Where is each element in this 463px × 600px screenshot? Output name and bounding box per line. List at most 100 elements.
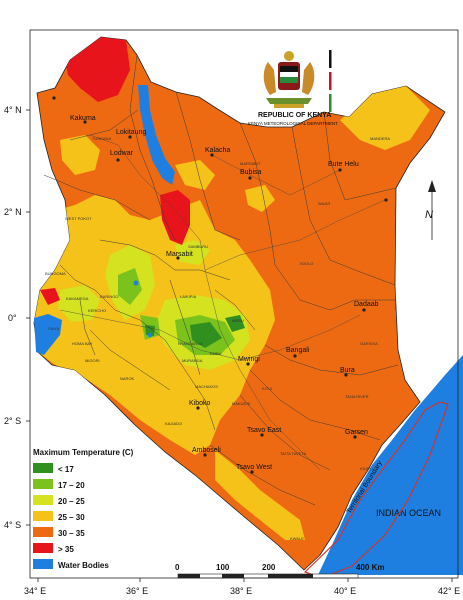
svg-text:GARISSA: GARISSA — [360, 341, 378, 346]
svg-text:Bangali: Bangali — [286, 347, 310, 354]
town-garsen[interactable]: Garsen — [345, 429, 368, 439]
svg-text:MARSABIT: MARSABIT — [240, 161, 261, 166]
town-kakuma[interactable]: Kakuma — [70, 115, 96, 124]
svg-text:2° S: 2° S — [4, 416, 21, 426]
svg-text:Bura: Bura — [340, 367, 355, 374]
town-bura[interactable]: Bura — [340, 367, 355, 377]
country-title: REPUBLIC OF KENYA — [258, 112, 331, 119]
towns: Lokitaung Kakuma Lodwar Kalacha Bubisa B… — [52, 96, 388, 474]
latitude-ticks — [26, 109, 30, 526]
svg-text:EMBU: EMBU — [210, 351, 222, 356]
svg-text:100: 100 — [216, 563, 230, 572]
svg-text:> 35: > 35 — [58, 545, 74, 554]
svg-text:KILIFI: KILIFI — [360, 466, 371, 471]
svg-text:200: 200 — [262, 563, 276, 572]
svg-text:Lokitaung: Lokitaung — [116, 129, 146, 136]
svg-text:ISIOLO: ISIOLO — [300, 261, 313, 266]
svg-text:0°: 0° — [8, 313, 17, 323]
svg-text:Kakuma: Kakuma — [70, 115, 96, 122]
svg-text:0: 0 — [175, 563, 180, 572]
svg-text:400 Km: 400 Km — [356, 563, 384, 572]
svg-text:Amboseli: Amboseli — [192, 447, 221, 454]
svg-text:MURANGA: MURANGA — [182, 358, 203, 363]
svg-text:20 – 25: 20 – 25 — [58, 497, 85, 506]
svg-text:< 17: < 17 — [58, 465, 74, 474]
town-dadaab[interactable]: Dadaab — [354, 301, 379, 312]
town-tsavo-east[interactable]: Tsavo East — [247, 427, 281, 437]
longitude-labels: 34° E 36° E 38° E 40° E 42° E — [24, 586, 460, 596]
ocean-label: INDIAN OCEAN — [376, 508, 441, 518]
svg-text:Lodwar: Lodwar — [110, 150, 134, 157]
svg-text:Tsavo East: Tsavo East — [247, 427, 281, 434]
town-bangali[interactable]: Bangali — [286, 347, 310, 358]
svg-text:42° E: 42° E — [438, 586, 460, 596]
latitude-labels: 4° N 2° N 0° 2° S 4° S — [4, 105, 22, 530]
svg-text:BUNGOMA: BUNGOMA — [45, 271, 66, 276]
svg-text:Mwingi: Mwingi — [238, 356, 260, 363]
town-marsabit[interactable]: Marsabit — [166, 251, 193, 260]
svg-text:17 – 20: 17 – 20 — [58, 481, 85, 490]
town-bute-helu[interactable]: Bute Helu — [328, 161, 359, 172]
svg-text:NAROK: NAROK — [120, 376, 135, 381]
svg-text:4° S: 4° S — [4, 520, 21, 530]
svg-text:KAKAMEGA: KAKAMEGA — [66, 296, 89, 301]
svg-text:Tsavo West: Tsavo West — [236, 464, 272, 471]
svg-text:36° E: 36° E — [126, 586, 148, 596]
town-dot-northwest — [52, 96, 56, 100]
roads — [59, 134, 386, 471]
svg-text:N: N — [425, 209, 433, 221]
svg-text:KWALE: KWALE — [290, 536, 304, 541]
legend-item-gt35: > 35 — [33, 543, 74, 554]
map-frame — [29, 29, 459, 579]
department-title: KENYA METEOROLOGICAL DEPARTMENT — [248, 121, 338, 126]
county-boundaries — [43, 54, 399, 506]
town-kiboko[interactable]: Kiboko — [189, 400, 211, 410]
svg-text:WEST POKOT: WEST POKOT — [65, 216, 92, 221]
town-dot-east — [384, 198, 388, 202]
svg-text:Kiboko: Kiboko — [189, 400, 211, 407]
svg-text:MANDERA: MANDERA — [370, 136, 390, 141]
svg-text:KITUI: KITUI — [262, 386, 272, 391]
lake-turkana — [138, 85, 175, 185]
town-tsavo-west[interactable]: Tsavo West — [236, 464, 272, 474]
legend-item-20-25: 20 – 25 — [33, 495, 85, 506]
kenya-flag-stripes — [329, 50, 332, 112]
svg-text:MERU: MERU — [232, 318, 244, 323]
town-amboseli[interactable]: Amboseli — [192, 447, 221, 457]
ocean — [318, 355, 463, 575]
svg-text:MIGORI: MIGORI — [85, 358, 100, 363]
town-lokitaung[interactable]: Lokitaung — [116, 129, 146, 139]
legend: Maximum Temperature (C) < 17 17 – 20 20 … — [33, 448, 134, 570]
legend-item-water: Water Bodies — [33, 559, 109, 570]
svg-text:TURKANA: TURKANA — [92, 136, 111, 141]
svg-text:Dadaab: Dadaab — [354, 301, 379, 308]
svg-text:Bute Helu: Bute Helu — [328, 161, 359, 168]
svg-text:BARINGO: BARINGO — [100, 294, 118, 299]
svg-text:Kalacha: Kalacha — [205, 147, 230, 154]
legend-item-lt17: < 17 — [33, 463, 74, 474]
town-bubisa[interactable]: Bubisa — [240, 169, 262, 180]
svg-text:TANA RIVER: TANA RIVER — [345, 394, 369, 399]
svg-text:NYANDARUA: NYANDARUA — [178, 341, 203, 346]
svg-text:34° E: 34° E — [24, 586, 46, 596]
town-kalacha[interactable]: Kalacha — [205, 147, 230, 157]
lake-victoria — [34, 314, 62, 355]
svg-text:Water Bodies: Water Bodies — [58, 561, 109, 570]
coat-of-arms-logo — [263, 51, 315, 108]
svg-text:SIAYA: SIAYA — [48, 326, 60, 331]
town-mwingi[interactable]: Mwingi — [238, 356, 260, 366]
legend-item-30-35: 30 – 35 — [33, 527, 85, 538]
svg-text:2° N: 2° N — [4, 207, 22, 217]
longitude-ticks — [37, 578, 453, 582]
svg-text:4° N: 4° N — [4, 105, 22, 115]
svg-text:TAITA TAVETA: TAITA TAVETA — [280, 451, 307, 456]
svg-text:HOMA BAY: HOMA BAY — [72, 341, 93, 346]
svg-text:25 – 30: 25 – 30 — [58, 513, 85, 522]
town-lodwar[interactable]: Lodwar — [110, 150, 134, 162]
territorial-boundary — [303, 401, 449, 579]
svg-text:LAIKIPIA: LAIKIPIA — [180, 294, 197, 299]
legend-item-17-20: 17 – 20 — [33, 479, 85, 490]
lake-baringo — [133, 280, 139, 286]
svg-text:MAKUENI: MAKUENI — [232, 401, 250, 406]
